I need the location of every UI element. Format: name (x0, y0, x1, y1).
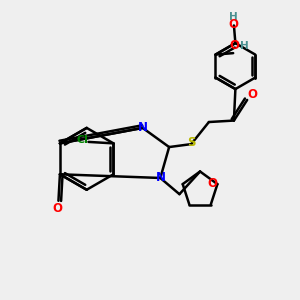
Text: O: O (230, 39, 240, 52)
Text: N: N (138, 121, 148, 134)
Text: N: N (156, 172, 166, 184)
Text: Cl: Cl (76, 135, 88, 146)
Text: O: O (207, 177, 217, 190)
Text: O: O (53, 202, 63, 215)
Text: S: S (188, 136, 196, 148)
Text: O: O (248, 88, 257, 101)
Text: H: H (229, 12, 238, 22)
Text: H: H (240, 41, 249, 51)
Text: O: O (228, 18, 238, 32)
